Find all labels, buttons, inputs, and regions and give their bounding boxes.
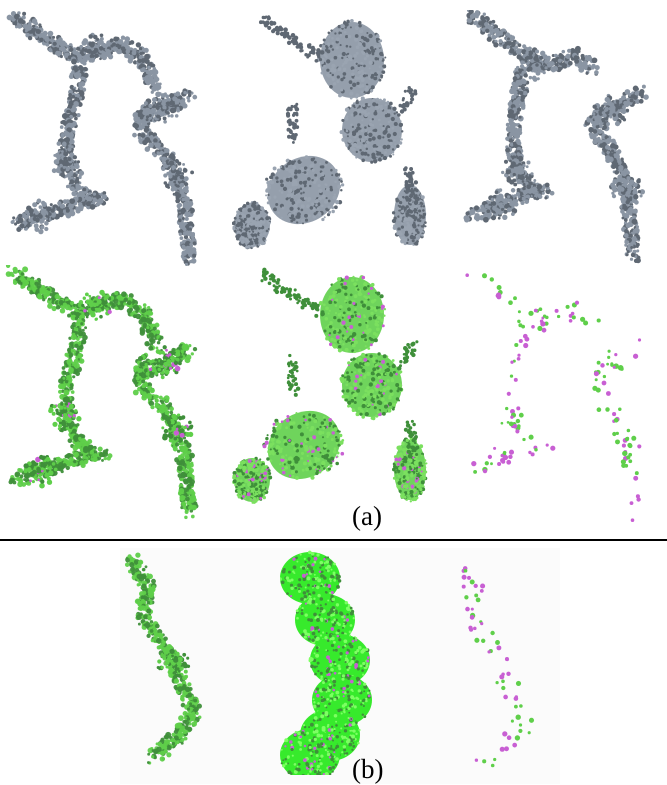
panel-b-middle [280, 550, 400, 775]
cluster-image-bright-tube [280, 550, 372, 775]
panel-b-left [118, 552, 223, 767]
panel-a-bottom-right [452, 265, 662, 523]
panel-a-top-right [452, 10, 662, 268]
cluster-image-gray-branched-right [463, 10, 649, 264]
figure-label-b: (b) [352, 754, 384, 784]
cluster-image-green-chain [124, 552, 202, 765]
cluster-image-gray-branched-left [6, 11, 198, 266]
panel-a-top-left [5, 10, 215, 268]
panel-a-bottom-left [5, 265, 215, 523]
cluster-image-gray-blobs [232, 15, 427, 250]
panel-a-bottom-middle [232, 265, 442, 523]
cluster-image-sparse-chain [461, 566, 535, 768]
cluster-image-green-branched [5, 265, 199, 520]
panel-a-top-middle [232, 10, 442, 268]
cluster-image-sparse-branched [465, 273, 642, 522]
section-divider [0, 539, 667, 541]
cluster-image-green-blobs [232, 267, 428, 504]
panel-b-right [448, 560, 558, 780]
figure-label-a: (a) [352, 501, 382, 531]
